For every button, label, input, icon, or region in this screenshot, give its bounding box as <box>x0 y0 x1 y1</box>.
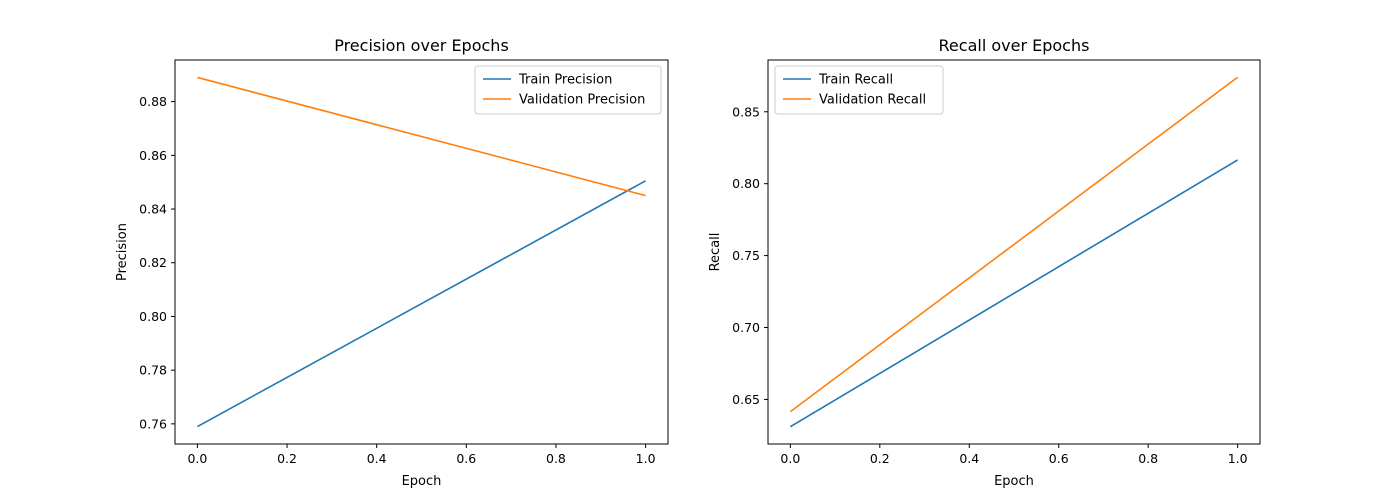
x-tick-label: 0.8 <box>546 451 566 466</box>
legend-entry-label: Validation Recall <box>819 93 926 108</box>
chart-title: Recall over Epochs <box>939 36 1090 55</box>
y-tick-label: 0.65 <box>732 392 760 407</box>
y-axis-label: Precision <box>115 223 130 281</box>
y-axis-label: Recall <box>708 233 723 272</box>
x-tick-label: 0.6 <box>1049 451 1069 466</box>
x-tick-label: 0.4 <box>367 451 387 466</box>
y-tick-label: 0.85 <box>732 104 760 119</box>
y-tick-label: 0.78 <box>139 363 167 378</box>
x-tick-label: 0.6 <box>456 451 476 466</box>
y-tick-label: 0.75 <box>732 248 760 263</box>
y-tick-label: 0.82 <box>139 255 167 270</box>
x-tick-label: 0.0 <box>780 451 800 466</box>
legend-entry-label: Train Precision <box>518 73 612 88</box>
y-tick-label: 0.76 <box>139 416 167 431</box>
y-tick-label: 0.80 <box>139 309 167 324</box>
legend-entry-label: Validation Precision <box>519 93 645 108</box>
series-line-train-recall <box>789 159 1239 428</box>
plot-area-frame <box>174 59 669 445</box>
series-line-train-precision <box>197 180 646 428</box>
x-tick-label: 0.0 <box>187 451 207 466</box>
chart-2: 0.0 0.2 0.4 0.6 0.8 1.0 0.65 0.70 0.75 0.80 0.85 Re… <box>708 36 1261 489</box>
legend: Train Precision Validation Precision <box>474 65 662 115</box>
x-axis-label: Epoch <box>402 474 442 489</box>
legend-box <box>774 65 944 115</box>
y-tick-label: 0.86 <box>139 148 167 163</box>
x-tick-label: 1.0 <box>1228 451 1248 466</box>
x-axis-label: Epoch <box>994 474 1034 489</box>
x-tick-label: 0.8 <box>1138 451 1158 466</box>
plot-area-frame <box>767 59 1261 445</box>
legend-box <box>474 65 662 115</box>
series-line-validation-recall <box>789 76 1239 413</box>
x-tick-label: 0.2 <box>870 451 890 466</box>
chart-title: Precision over Epochs <box>334 36 509 55</box>
x-tick-label: 0.2 <box>277 451 297 466</box>
y-tick-label: 0.80 <box>732 176 760 191</box>
chart-1: 0.0 0.2 0.4 0.6 0.8 1.0 0.76 0.78 0.80 0.82 0.84 0.… <box>115 36 669 489</box>
x-tick-label: 1.0 <box>636 451 656 466</box>
series-line-validation-precision <box>197 76 646 197</box>
legend: Train Recall Validation Recall <box>774 65 944 115</box>
y-tick-label: 0.70 <box>732 320 760 335</box>
y-tick-label: 0.84 <box>139 202 167 217</box>
legend-entry-label: Train Recall <box>818 73 893 88</box>
x-tick-label: 0.4 <box>959 451 979 466</box>
y-tick-label: 0.88 <box>139 94 167 109</box>
